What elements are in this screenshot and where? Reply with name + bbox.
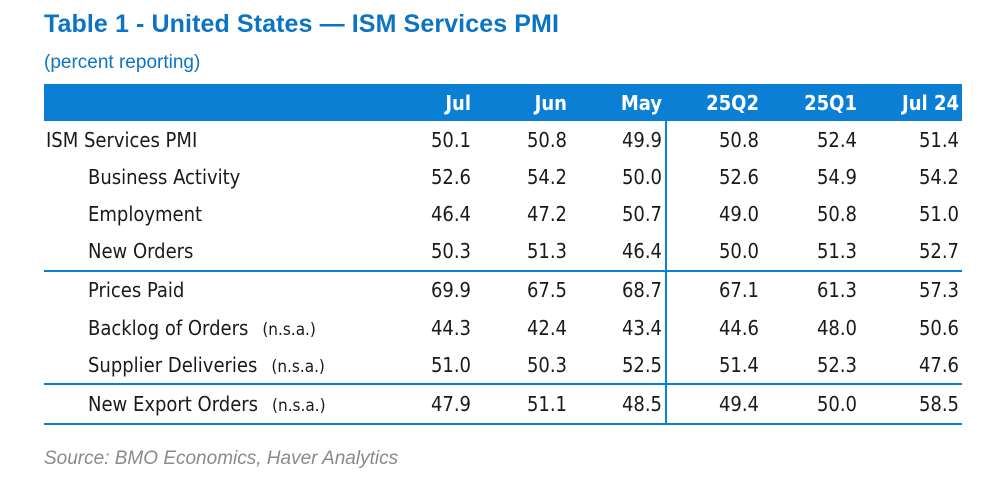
table-cell: 46.4 <box>430 201 471 226</box>
table-cell: 47.6 <box>860 346 962 386</box>
table-cell: 51.3 <box>474 232 570 272</box>
table-row: Supplier Deliveries (n.s.a.) 51.0 50.3 52… <box>44 346 962 386</box>
table-row: Prices Paid 69.9 67.5 68.7 67.1 61.3 57.… <box>44 270 962 309</box>
table-cell: 43.4 <box>570 308 667 347</box>
table-cell: 50.8 <box>526 127 567 152</box>
table-cell: 68.7 <box>570 270 667 309</box>
table-row: Employment 46.4 47.2 50.7 49.0 50.8 51.0 <box>44 195 962 233</box>
table-cell: 50.8 <box>816 201 857 226</box>
table-cell: 67.5 <box>526 278 567 303</box>
nsa-note: (n.s.a.) <box>272 395 326 416</box>
table-cell: 49.9 <box>570 121 667 159</box>
table-cell: 69.9 <box>430 278 471 303</box>
table-cell: 51.4 <box>666 346 762 386</box>
table-cell: 50.0 <box>666 232 762 272</box>
table-cell: 50.0 <box>762 384 860 425</box>
table-cell: 50.1 <box>430 127 471 152</box>
table-cell: 49.4 <box>666 384 762 425</box>
table-cell: 67.1 <box>718 278 759 303</box>
row-label: Business Activity <box>88 164 241 189</box>
table-title: Table 1 - United States — ISM Services P… <box>44 10 560 38</box>
row-label: ISM Services PMI <box>46 127 198 152</box>
row-label: Employment <box>88 201 203 226</box>
table-subtitle: (percent reporting) <box>44 52 201 73</box>
table-cell: 47.9 <box>384 384 474 425</box>
table-cell: 52.4 <box>816 127 857 152</box>
table-cell: 48.0 <box>816 315 857 340</box>
column-header: Jul <box>445 90 471 115</box>
table-cell: 52.3 <box>762 346 860 386</box>
row-label: New Orders <box>44 232 384 272</box>
table-cell: 52.6 <box>718 164 759 189</box>
table-cell: 54.9 <box>816 164 857 189</box>
pmi-table: Jul Jun May 25Q2 25Q1 Jul 24 ISM Service… <box>44 84 962 425</box>
column-header: 25Q1 <box>804 90 857 115</box>
table-cell: 44.6 <box>718 315 759 340</box>
table-cell: 50.8 <box>718 127 759 152</box>
table-cell: 48.5 <box>570 384 667 425</box>
table-cell: 50.7 <box>570 195 667 233</box>
table-row: Backlog of Orders (n.s.a.) 44.3 42.4 43.4… <box>44 308 962 347</box>
table-cell: 50.6 <box>918 315 959 340</box>
table-cell: 46.4 <box>570 232 667 272</box>
header-blank <box>44 84 384 121</box>
table-cell: 51.1 <box>474 384 570 425</box>
table-row: New Orders 50.3 51.3 46.4 50.0 51.3 52.7 <box>44 232 962 272</box>
table-row: Business Activity 52.6 54.2 50.0 52.6 54… <box>44 158 962 196</box>
table-cell: 52.5 <box>570 346 667 386</box>
table-cell: 52.7 <box>860 232 962 272</box>
row-label: Backlog of Orders (n.s.a.) <box>88 315 316 340</box>
table-cell: 54.2 <box>918 164 959 189</box>
table-cell: 44.3 <box>430 315 471 340</box>
table-row: New Export Orders (n.s.a.) 47.9 51.1 48.5… <box>44 384 962 425</box>
table-cell: 54.2 <box>526 164 567 189</box>
table-cell: 50.3 <box>474 346 570 386</box>
nsa-note: (n.s.a.) <box>271 356 325 377</box>
row-label: Supplier Deliveries (n.s.a.) <box>44 346 384 386</box>
row-label: New Export Orders (n.s.a.) <box>44 384 384 425</box>
table-cell: 58.5 <box>860 384 962 425</box>
row-label: Prices Paid <box>88 278 185 303</box>
table-cell: 51.0 <box>918 201 959 226</box>
table-cell: 57.3 <box>918 278 959 303</box>
table-cell: 47.2 <box>526 201 567 226</box>
column-header: Jun <box>534 90 567 115</box>
table-cell: 51.0 <box>384 346 474 386</box>
table-cell: 61.3 <box>816 278 857 303</box>
table-cell: 42.4 <box>526 315 567 340</box>
nsa-note: (n.s.a.) <box>262 319 316 340</box>
column-header: Jul 24 <box>902 90 959 115</box>
table-cell: 51.4 <box>918 127 959 152</box>
column-header: May <box>570 84 667 121</box>
table-cell: 49.0 <box>718 201 759 226</box>
table-cell: 50.0 <box>570 158 667 196</box>
column-header: 25Q2 <box>706 90 759 115</box>
table-cell: 51.3 <box>762 232 860 272</box>
table-cell: 52.6 <box>430 164 471 189</box>
source-note: Source: BMO Economics, Haver Analytics <box>44 448 399 469</box>
table-cell: 50.3 <box>384 232 474 272</box>
table-row: ISM Services PMI 50.1 50.8 49.9 50.8 52.… <box>44 121 962 159</box>
header-row: Jul Jun May 25Q2 25Q1 Jul 24 <box>44 84 962 121</box>
